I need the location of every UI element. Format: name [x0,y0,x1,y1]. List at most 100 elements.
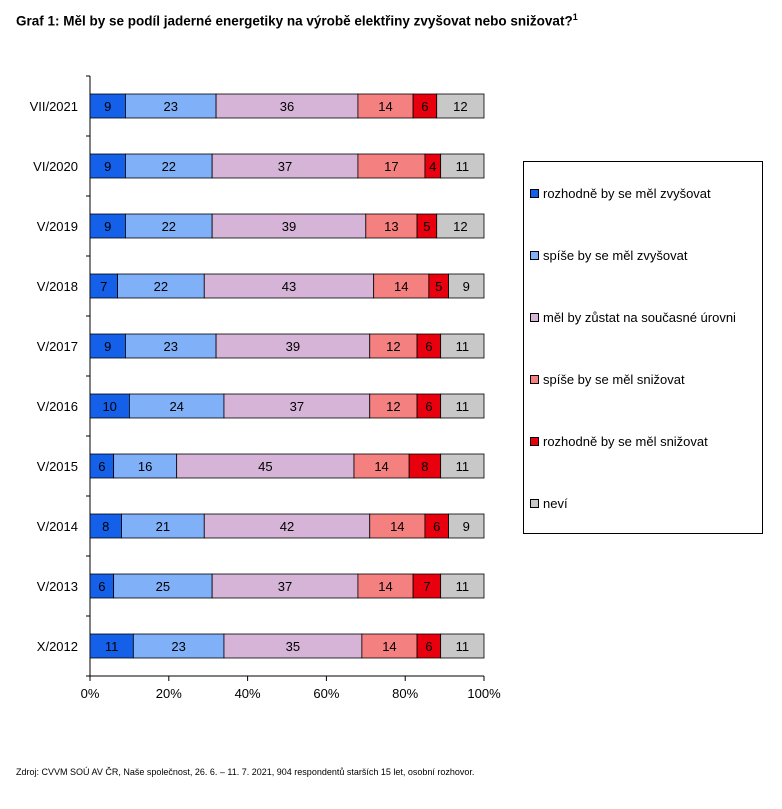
y-category-label: V/2016 [37,399,78,414]
data-label: 17 [384,159,398,174]
data-label: 23 [164,99,178,114]
legend-item: měl by zůstat na současné úrovni [530,310,736,325]
source-note: Zdroj: CVVM SOÚ AV ČR, Naše společnost, … [16,767,475,777]
legend-item: rozhodně by se měl zvyšovat [530,186,711,201]
bar-segment [440,453,485,479]
data-label: 14 [378,99,392,114]
data-label: 35 [286,639,300,654]
x-tick-label: 80% [392,686,418,701]
x-tick-label: 20% [156,686,182,701]
bar-segment [436,213,485,239]
data-label: 36 [280,99,294,114]
y-category-label: V/2017 [37,339,78,354]
data-label: 43 [282,279,296,294]
legend-swatch [530,313,539,322]
bar-segment [373,273,430,299]
data-label: 11 [456,399,470,414]
data-label: 22 [154,279,168,294]
y-category-label: V/2013 [37,579,78,594]
bar-segment [89,513,122,539]
legend-label: neví [543,496,568,511]
data-label: 42 [280,519,294,534]
bar-segment [89,633,134,659]
bar-segment [448,273,485,299]
chart-title-text: Graf 1: Měl by se podíl jaderné energeti… [16,13,573,29]
data-label: 24 [169,399,183,414]
data-label: 6 [433,519,440,534]
bar-segment [89,273,118,299]
bar-segment [440,633,485,659]
legend-swatch [530,375,539,384]
bar-segment [89,213,126,239]
chart-legend: rozhodně by se měl zvyšovat spíše by se m… [523,161,763,534]
data-label: 11 [105,639,119,654]
data-label: 6 [425,339,432,354]
data-label: 12 [386,399,400,414]
data-label: 11 [456,639,470,654]
data-label: 5 [435,279,442,294]
data-label: 23 [171,639,185,654]
data-label: 9 [104,99,111,114]
bar-segment [440,153,485,179]
data-label: 9 [104,159,111,174]
legend-item: neví [530,496,568,511]
data-label: 14 [374,459,388,474]
data-label: 11 [456,159,470,174]
data-label: 9 [463,279,470,294]
bar-segment [128,393,225,419]
bar-segment [125,213,213,239]
data-label: 12 [386,339,400,354]
bar-segment [440,333,485,359]
bar-segment [408,453,442,479]
data-label: 5 [423,219,430,234]
data-label: 6 [98,579,105,594]
data-label: 39 [286,339,300,354]
data-label: 12 [453,99,467,114]
data-label: 14 [390,519,404,534]
bar-segment [113,453,178,479]
legend-label: spíše by se měl zvyšovat [543,248,688,263]
y-category-label: V/2014 [37,519,78,534]
data-label: 45 [258,459,272,474]
bar-segment [223,393,371,419]
data-label: 39 [282,219,296,234]
bar-segment [448,513,485,539]
bar-segment [369,393,418,419]
data-label: 12 [453,219,467,234]
bar-segment [176,453,355,479]
bar-segment [89,93,126,119]
bar-segment [361,633,418,659]
bar-segment [365,213,418,239]
data-label: 9 [104,339,111,354]
data-label: 7 [423,579,430,594]
data-label: 25 [156,579,170,594]
data-label: 37 [290,399,304,414]
legend-swatch [530,499,539,508]
data-label: 11 [456,339,470,354]
data-label: 6 [425,399,432,414]
bar-segment [117,273,205,299]
bar-segment [211,573,359,599]
bar-segment [436,93,485,119]
bar-segment [440,573,485,599]
x-tick-label: 40% [235,686,261,701]
data-label: 7 [100,279,107,294]
bar-segment [357,153,426,179]
data-label: 22 [162,159,176,174]
bar-segment [203,513,371,539]
data-label: 37 [278,579,292,594]
legend-swatch [530,437,539,446]
y-category-label: V/2018 [37,279,78,294]
legend-item: spíše by se měl snižovat [530,372,685,387]
data-label: 6 [421,99,428,114]
x-tick-label: 100% [467,686,501,701]
bar-segment [353,453,410,479]
data-label: 8 [421,459,428,474]
y-category-label: V/2015 [37,459,78,474]
data-label: 6 [98,459,105,474]
bar-segment [440,393,485,419]
bar-segment [121,513,205,539]
data-label: 37 [278,159,292,174]
bar-segment [211,213,367,239]
legend-swatch [530,189,539,198]
